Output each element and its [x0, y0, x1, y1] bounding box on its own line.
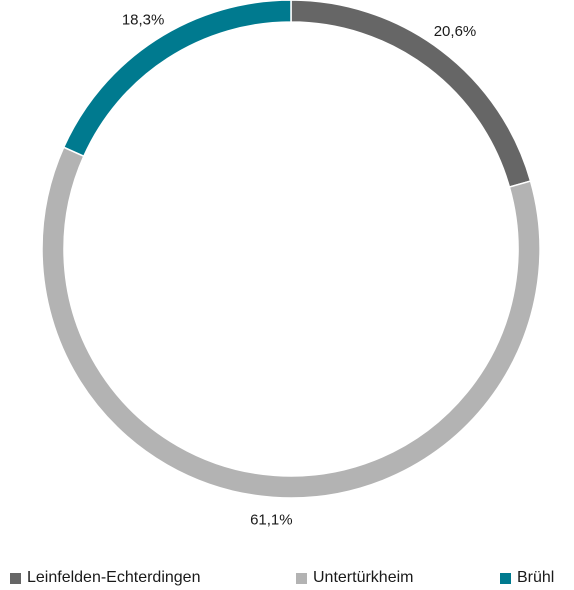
- legend-label-leinfelden-echterdingen: Leinfelden-Echterdingen: [27, 569, 201, 586]
- slice-label-untertuerkheim: 61,1%: [250, 511, 293, 528]
- slice-label-leinfelden-echterdingen: 20,6%: [434, 23, 477, 40]
- slice-bruehl: [62, 0, 292, 158]
- legend-swatch-untertuerkheim: [296, 572, 307, 584]
- legend-label-untertuerkheim: Untertürkheim: [313, 569, 414, 586]
- slice-leinfelden-echterdingen: [290, 0, 532, 188]
- slice-untertuerkheim: [41, 146, 541, 499]
- legend-swatch-bruehl: [500, 572, 511, 584]
- legend-label-bruehl: Brühl: [517, 569, 555, 586]
- legend-item-leinfelden-echterdingen: Leinfelden-Echterdingen: [10, 568, 200, 588]
- donut-chart: 20,6% 61,1% 18,3%: [41, 0, 541, 529]
- donut-slices: [41, 0, 541, 499]
- legend-item-bruehl: Brühl: [500, 568, 554, 588]
- slice-label-bruehl: 18,3%: [122, 12, 165, 29]
- chart-legend: Leinfelden-Echterdingen Untertürkheim Br…: [0, 568, 574, 590]
- legend-swatch-leinfelden-echterdingen: [10, 572, 21, 584]
- legend-item-untertuerkheim: Untertürkheim: [296, 568, 413, 588]
- slice-labels: 20,6% 61,1% 18,3%: [122, 12, 476, 529]
